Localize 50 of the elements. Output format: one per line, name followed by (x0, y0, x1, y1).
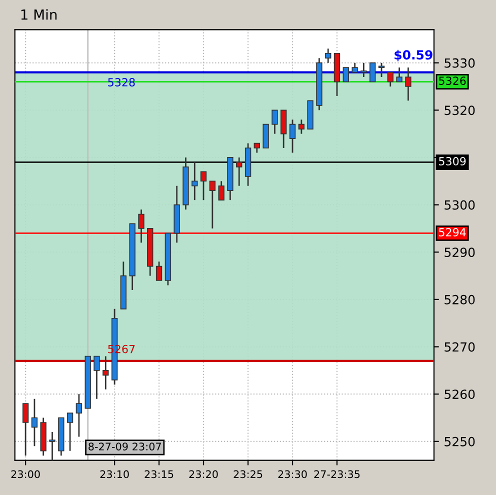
x-tick-label: 23:30 (278, 470, 307, 478)
candlestick (325, 48, 332, 64)
candlestick (49, 431, 56, 460)
candlestick (156, 260, 162, 282)
candlestick (76, 393, 82, 438)
candlestick (342, 67, 349, 82)
y-tick-label: 5320 (444, 106, 475, 116)
y-tick-label: 5270 (444, 342, 475, 352)
candlestick (280, 109, 287, 149)
candlestick (66, 412, 74, 452)
candlestick (387, 72, 394, 88)
x-tick-label: 23:00 (11, 470, 40, 478)
candlestick (218, 180, 224, 201)
candlestick (370, 62, 376, 82)
candlestick (378, 62, 385, 78)
candlestick (209, 180, 216, 230)
x-tick-label: 23:20 (189, 470, 218, 478)
annotation: $0.59 (394, 50, 432, 62)
candlestick (360, 62, 367, 78)
candlestick (236, 156, 242, 187)
chart-title: 1 Min (21, 9, 57, 20)
ref-line-label: 5326 (439, 76, 466, 85)
candlestick (396, 66, 402, 82)
candlestick (192, 162, 198, 201)
candlestick (262, 124, 269, 148)
candlestick (352, 62, 358, 73)
y-tick-label: 5280 (444, 294, 475, 304)
candlestick (138, 208, 144, 244)
candlestick (102, 356, 109, 390)
candlestick (22, 402, 29, 456)
y-tick-label: 5250 (444, 436, 475, 446)
x-tick-label: 23:10 (100, 470, 129, 478)
x-tick-label: 23:15 (144, 470, 174, 478)
candlestick (289, 118, 296, 154)
x-tick-label: 23:25 (234, 470, 262, 478)
y-tick-label: 5300 (444, 200, 475, 210)
candlestick (31, 398, 38, 447)
ref-line-label: 8-27-09 23:07 (88, 442, 161, 450)
candlestick (254, 142, 260, 154)
ref-line-label: 5309 (439, 157, 466, 166)
x-tick-label: 27-23:35 (314, 470, 360, 478)
candlestick (94, 356, 100, 400)
candlestick (298, 118, 305, 135)
candlestick (272, 109, 278, 135)
candlestick (405, 66, 412, 102)
candlestick (200, 170, 207, 201)
ref-line-label: 5294 (439, 228, 466, 236)
y-tick-label: 5290 (444, 248, 475, 258)
y-tick-label: 5260 (444, 390, 475, 400)
y-tick-label: 5330 (444, 58, 475, 68)
